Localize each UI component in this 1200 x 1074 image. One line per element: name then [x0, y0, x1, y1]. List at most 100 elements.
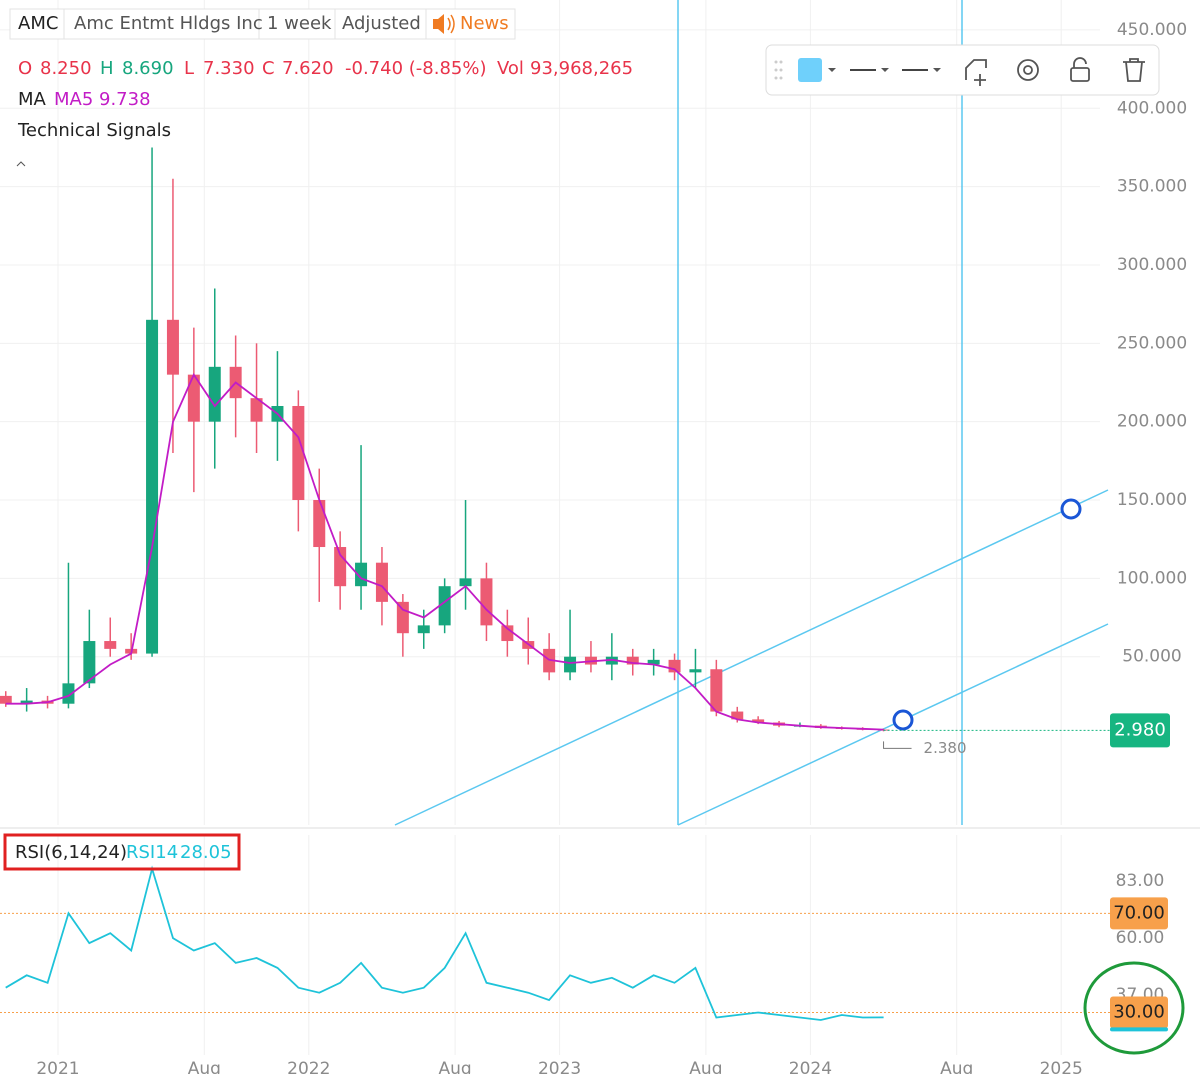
symbol[interactable]: AMC — [18, 13, 58, 34]
candle-body — [626, 656, 639, 665]
level-label: 30.00 — [1113, 1002, 1165, 1023]
rsi-name: RSI14 — [126, 842, 178, 863]
ma-name: MA5 — [54, 89, 93, 110]
y-tick-label: 400.000 — [1117, 98, 1187, 118]
candle-body — [731, 711, 744, 720]
y-tick-label: 300.000 — [1117, 255, 1187, 275]
volume-value: 93,968,265 — [530, 58, 633, 79]
last-price-box — [1110, 713, 1170, 748]
x-tick-label: 2021 — [36, 1059, 79, 1074]
candle-body — [689, 669, 702, 673]
low-marker-label: 2.380 — [924, 739, 967, 757]
candle-body — [313, 500, 326, 548]
candle-body — [459, 578, 472, 587]
change: -0.740 (-8.85%) — [345, 58, 486, 79]
ma-label[interactable]: MA — [18, 89, 47, 110]
clone-icon[interactable] — [965, 59, 987, 86]
last-price-label: 2.980 — [1114, 719, 1166, 740]
candle-body — [710, 669, 723, 712]
level-box — [1110, 996, 1168, 1029]
settings-icon[interactable] — [1017, 59, 1039, 81]
handle[interactable] — [892, 709, 914, 731]
x-tick-label: Aug — [188, 1059, 221, 1074]
candle-body — [417, 625, 430, 634]
y-tick-label: 350.000 — [1117, 177, 1187, 197]
candle-body — [501, 625, 514, 642]
channel-line[interactable] — [677, 623, 1109, 826]
quote-label: C — [262, 58, 275, 79]
current-value-marker — [1110, 1027, 1168, 1032]
channel-line[interactable] — [394, 489, 1109, 826]
candle-body — [292, 405, 305, 501]
adjustment[interactable]: Adjusted — [342, 13, 421, 34]
x-tick-label: 2022 — [287, 1059, 330, 1074]
quote-value: 8.690 — [122, 58, 174, 79]
level-box — [1110, 897, 1168, 930]
y-tick-label: 450.000 — [1117, 20, 1187, 40]
low-marker — [883, 741, 912, 749]
candle-body — [83, 641, 96, 684]
y-tick-label: 60.00 — [1116, 928, 1165, 948]
toolbar — [765, 44, 1160, 96]
header: AMC Amc Entmt Hldgs Inc 1 week Adjusted … — [9, 8, 633, 167]
candle-body — [334, 547, 347, 587]
signals[interactable]: Technical Signals — [17, 120, 171, 141]
candle-body — [480, 578, 493, 626]
company-name[interactable]: Amc Entmt Hldgs Inc — [74, 13, 263, 34]
plot — [0, 147, 890, 1021]
ma-value: 9.738 — [99, 89, 151, 110]
x-tick-label: Aug — [438, 1059, 471, 1074]
rsi-title: RSI(6,14,24) — [15, 842, 127, 863]
candle-body — [396, 601, 409, 634]
candle-body — [752, 719, 765, 723]
handle[interactable] — [1060, 498, 1082, 520]
annotation-circle — [1083, 961, 1185, 1055]
quote-value: 7.620 — [282, 58, 334, 79]
drawing-toolbar — [765, 44, 1160, 96]
candle-body — [146, 319, 159, 654]
header-box — [9, 8, 516, 40]
overlay: 450.000 400.000 350.000 300.000 250.000 200.0… — [36, 20, 1187, 1074]
quote-label: L — [184, 58, 194, 79]
x-tick-label: 2025 — [1040, 1059, 1083, 1074]
level-label: 70.00 — [1113, 902, 1165, 923]
interval[interactable]: 1 week — [267, 13, 332, 34]
lock-icon[interactable] — [1070, 67, 1090, 82]
y-tick-label: 50.000 — [1122, 647, 1181, 667]
candle-body — [375, 562, 388, 602]
quote-value: 7.330 — [203, 58, 255, 79]
quote-label: H — [100, 58, 114, 79]
candle-body — [166, 319, 179, 375]
y-tick-label: 83.00 — [1116, 871, 1165, 891]
x-tick-label: 2024 — [789, 1059, 832, 1074]
y-tick-label: 100.000 — [1117, 568, 1187, 588]
y-tick-label: 200.000 — [1117, 412, 1187, 432]
candle-body — [62, 683, 75, 704]
quote-value: 8.250 — [40, 58, 92, 79]
line-series — [5, 372, 884, 731]
candle-body — [438, 586, 451, 626]
candle-body — [0, 695, 12, 704]
delete-icon[interactable] — [1123, 58, 1145, 82]
candle-body — [208, 366, 221, 422]
candle-body — [250, 398, 263, 422]
x-tick-label: 2023 — [538, 1059, 581, 1074]
candle-body — [564, 656, 577, 673]
x-tick-label: Aug — [940, 1059, 973, 1074]
color-picker[interactable] — [798, 58, 822, 82]
volume-label: Vol — [497, 58, 524, 79]
y-tick-label: 150.000 — [1117, 490, 1187, 510]
news[interactable]: News — [460, 13, 509, 34]
highlight-box — [3, 833, 241, 871]
quote-label: O — [18, 58, 32, 79]
candle-body — [187, 374, 200, 422]
y-tick-label: 250.000 — [1117, 333, 1187, 353]
line-series — [5, 865, 884, 1021]
candle-body — [668, 659, 681, 673]
candle-body — [20, 700, 33, 704]
x-tick-label: Aug — [689, 1059, 722, 1074]
candle-body — [104, 641, 117, 649]
news-icon[interactable] — [433, 14, 444, 34]
collapse-icon[interactable] — [16, 161, 26, 167]
